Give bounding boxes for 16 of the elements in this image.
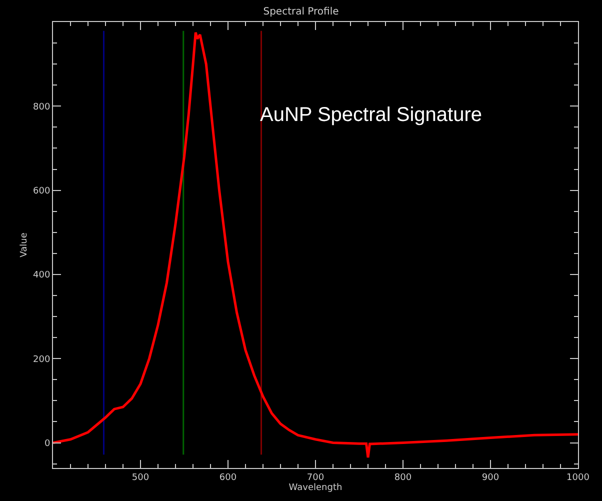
y-axis-title: Value — [19, 232, 30, 258]
y-tick-label: 800 — [33, 102, 50, 112]
x-tick-label: 700 — [306, 472, 324, 483]
y-tick-label: 400 — [33, 270, 50, 281]
annotation: AuNP Spectral Signature — [260, 104, 482, 126]
chart-title: Spectral Profile — [263, 6, 339, 18]
y-tick-label: 600 — [33, 186, 50, 196]
x-tick-label: 800 — [394, 472, 412, 483]
x-tick-label: 1000 — [566, 472, 590, 483]
x-tick-label: 600 — [219, 472, 237, 483]
line-series — [53, 31, 578, 459]
x-tick-label: 900 — [482, 472, 500, 483]
x-tick-label: 500 — [132, 472, 150, 483]
y-tick-label: 0 — [44, 438, 50, 449]
x-axis-title: Wavelength — [288, 482, 342, 493]
y-tick-label: 200 — [33, 354, 50, 365]
